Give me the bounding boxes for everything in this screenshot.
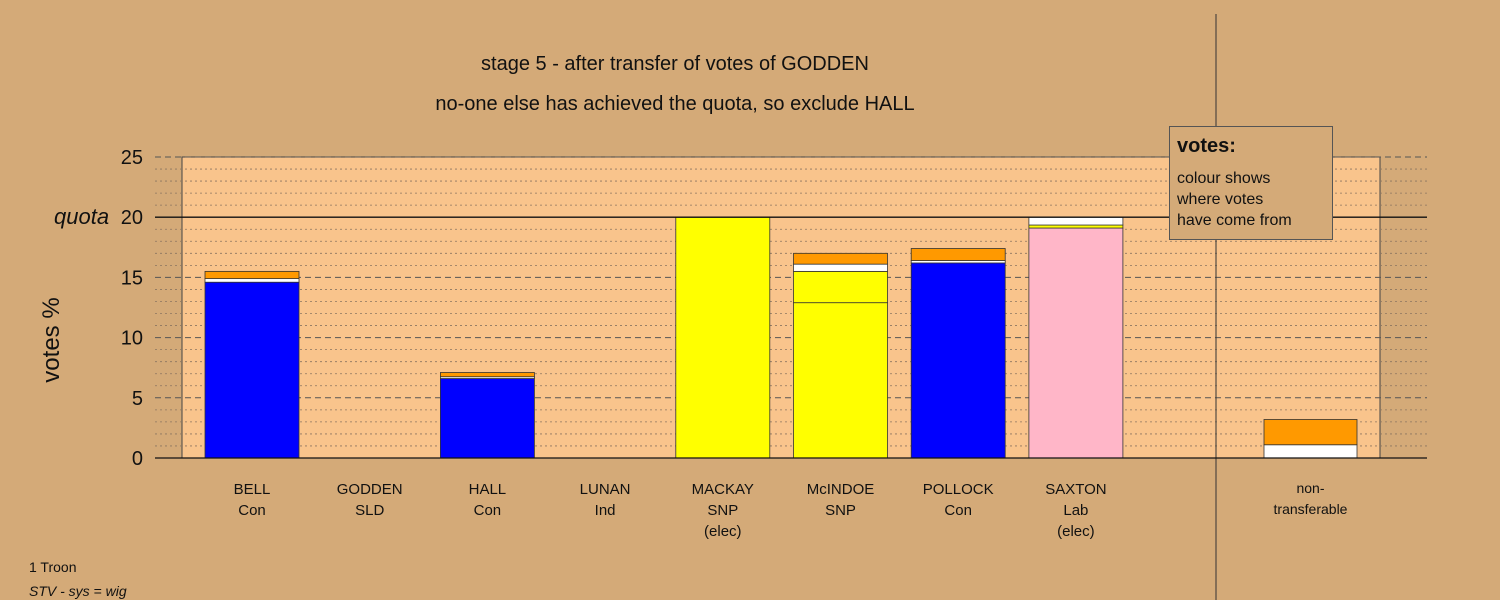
bar-segment [439,378,535,459]
bar-segment [1028,216,1124,226]
bar-segment [910,248,1006,261]
x-category-label: SAXTON [1045,481,1106,498]
nontransferable-segment [1263,444,1358,459]
legend-line: where votes [1177,191,1264,208]
bar-segment [1028,227,1124,459]
x-category-label: Ind [595,502,616,519]
nontransferable-segment [1263,419,1358,446]
legend-line: colour shows [1177,170,1271,187]
legend-heading: votes: [1177,135,1236,157]
footer-system: STV - sys = wig [29,583,127,599]
x-category-label: POLLOCK [923,481,994,498]
x-category-label: LUNAN [580,481,631,498]
y-axis-label: votes % [38,297,65,383]
footer-location: 1 Troon [29,559,77,575]
y-tick-label: 0 [132,448,143,470]
x-category-label: Lab [1063,502,1088,519]
bar-segment [910,262,1006,459]
bar-segment [675,216,771,459]
y-tick-label: 5 [132,388,143,410]
x-category-label: (elec) [704,523,742,540]
bar-segment [204,270,300,280]
bar-segment [439,372,535,378]
chart-title: stage 5 - after transfer of votes of GOD… [481,53,869,75]
legend: votes: colour shows where votes have com… [1169,126,1333,240]
x-category-label: Con [474,502,502,519]
x-category-label: BELL [234,481,271,498]
x-category-label: Con [238,502,266,519]
x-category-label: non- [1296,480,1324,496]
y-tick-label: 25 [121,147,143,169]
x-category-label: McINDOE [807,481,875,498]
x-category-label: SLD [355,502,384,519]
bar-segment [793,252,888,265]
y-tick-label: 15 [121,267,143,289]
quota-label: quota [54,204,110,229]
x-category-label: MACKAY [692,481,754,498]
legend-line: have come from [1177,212,1292,229]
x-category-label: transferable [1274,501,1348,517]
x-category-label: GODDEN [337,481,403,498]
bar-segment [1028,224,1124,229]
chart-subtitle: no-one else has achieved the quota, so e… [435,93,915,115]
y-tick-label: 20 [121,207,143,229]
x-category-label: HALL [469,481,507,498]
bar-segment [793,302,888,459]
x-category-label: SNP [825,502,856,519]
y-tick-label: 10 [121,328,143,350]
bar-segment [204,281,300,459]
bar-segment [793,270,888,304]
x-category-label: Con [944,502,972,519]
bar-segment [793,263,888,272]
x-category-label: SNP [707,502,738,519]
x-category-label: (elec) [1057,523,1095,540]
bar-segment [204,278,300,283]
